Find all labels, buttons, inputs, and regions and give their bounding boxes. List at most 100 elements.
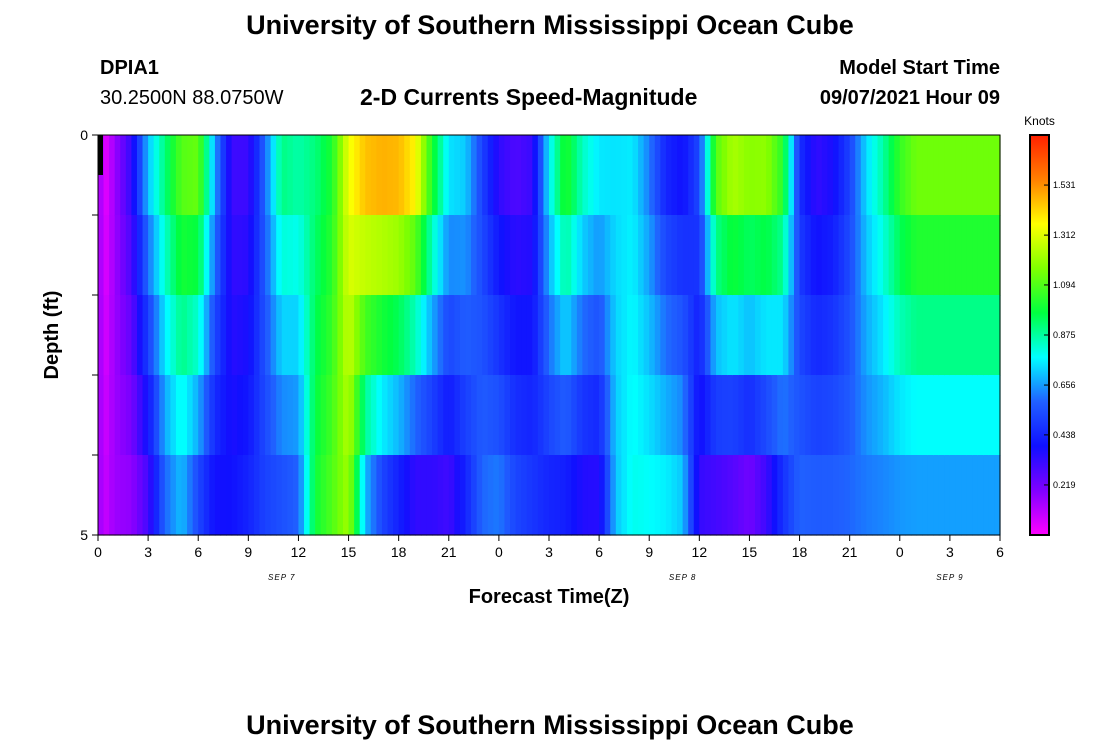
heatmap-cell <box>482 215 489 296</box>
heatmap-cell <box>721 215 728 296</box>
heatmap-cell <box>326 215 333 296</box>
heatmap-cell <box>448 135 455 216</box>
heatmap-cell <box>198 455 205 536</box>
heatmap-cell <box>877 375 884 456</box>
heatmap-cell <box>175 215 183 296</box>
heatmap-cell <box>298 215 305 296</box>
x-tick-label: 15 <box>341 544 357 560</box>
heatmap-cell <box>342 295 350 376</box>
heatmap-cell <box>961 295 968 376</box>
heatmap-cell <box>164 215 171 296</box>
heatmap-cell <box>615 295 622 376</box>
heatmap-cell <box>671 455 678 536</box>
heatmap-cells <box>98 135 1001 536</box>
heatmap-cell <box>716 455 723 536</box>
heatmap-cell <box>966 135 973 216</box>
heatmap-cell <box>944 375 951 456</box>
heatmap-cell <box>560 375 567 456</box>
heatmap-cell <box>988 295 996 376</box>
heatmap-cell <box>777 375 784 456</box>
heatmap-cell <box>576 455 584 536</box>
heatmap-cell <box>281 135 288 216</box>
heatmap-cell <box>688 135 695 216</box>
heatmap-cell <box>593 135 600 216</box>
heatmap-cell <box>148 455 155 536</box>
heatmap-cell <box>966 215 973 296</box>
heatmap-cell <box>738 375 745 456</box>
heatmap-cell <box>192 135 199 216</box>
heatmap-cell <box>543 455 550 536</box>
heatmap-cell <box>610 375 617 456</box>
heatmap-cell <box>448 295 455 376</box>
heatmap-cell <box>972 455 979 536</box>
heatmap-cell <box>304 455 311 536</box>
heatmap-cell <box>793 295 801 376</box>
heatmap-cell <box>560 215 567 296</box>
heatmap-cell <box>393 215 400 296</box>
heatmap-cell <box>120 295 127 376</box>
heatmap-cell <box>554 215 561 296</box>
heatmap-cell <box>292 375 300 456</box>
heatmap-cell <box>415 215 422 296</box>
heatmap-cell <box>393 135 400 216</box>
heatmap-cell <box>376 455 383 536</box>
heatmap-cell <box>270 375 277 456</box>
heatmap-cell <box>259 295 266 376</box>
heatmap-cell <box>554 295 561 376</box>
heatmap-cell <box>409 295 416 376</box>
heatmap-cell <box>131 295 138 376</box>
heatmap-cell <box>688 375 695 456</box>
heatmap-cell <box>599 135 606 216</box>
heatmap-cell <box>537 455 545 536</box>
heatmap-cell <box>270 215 277 296</box>
heatmap-cell <box>203 375 210 456</box>
x-tick-label: 0 <box>94 544 102 560</box>
heatmap-cell <box>292 135 300 216</box>
heatmap-cell <box>944 135 951 216</box>
heatmap-cell <box>660 295 667 376</box>
heatmap-cell <box>476 455 483 536</box>
heatmap-cell <box>810 215 817 296</box>
heatmap-cell <box>766 215 773 296</box>
heatmap-cell <box>899 135 906 216</box>
heatmap-cell <box>426 135 433 216</box>
heatmap-cell <box>426 455 433 536</box>
y-axis-label: Depth (ft) <box>41 291 63 380</box>
heatmap-cell <box>482 135 489 216</box>
heatmap-cell <box>944 455 951 536</box>
station-location: 30.2500N 88.0750W <box>100 87 284 109</box>
heatmap-cell <box>832 455 840 536</box>
heatmap-cell <box>504 215 511 296</box>
heatmap-cell <box>187 295 194 376</box>
heatmap-cell <box>638 375 645 456</box>
heatmap-cell <box>415 455 422 536</box>
heatmap-cell <box>643 295 650 376</box>
heatmap-cell <box>298 455 305 536</box>
heatmap-cell <box>175 295 183 376</box>
heatmap-cell <box>771 295 778 376</box>
heatmap-cell <box>665 135 673 216</box>
heatmap-cell <box>170 375 177 456</box>
heatmap-cell <box>248 375 255 456</box>
heatmap-cell <box>526 215 533 296</box>
heatmap-cell <box>805 375 812 456</box>
heatmap-cell <box>493 295 500 376</box>
heatmap-cell <box>944 215 951 296</box>
heatmap-cell <box>459 375 467 456</box>
colorbar-tick-label: 0.438 <box>1053 430 1076 440</box>
heatmap-cell <box>510 295 517 376</box>
heatmap-cell <box>398 215 405 296</box>
heatmap-cell <box>187 135 194 216</box>
heatmap-cell <box>376 215 383 296</box>
heatmap-cell <box>994 135 1001 216</box>
heatmap-cell <box>922 375 929 456</box>
heatmap-cell <box>420 375 428 456</box>
heatmap-cell <box>587 295 595 376</box>
heatmap-cell <box>699 375 706 456</box>
heatmap-cell <box>504 295 511 376</box>
heatmap-cell <box>159 135 166 216</box>
heatmap-cell <box>287 135 294 216</box>
heatmap-cell <box>175 375 183 456</box>
heatmap-cell <box>766 135 773 216</box>
heatmap-cell <box>977 455 984 536</box>
